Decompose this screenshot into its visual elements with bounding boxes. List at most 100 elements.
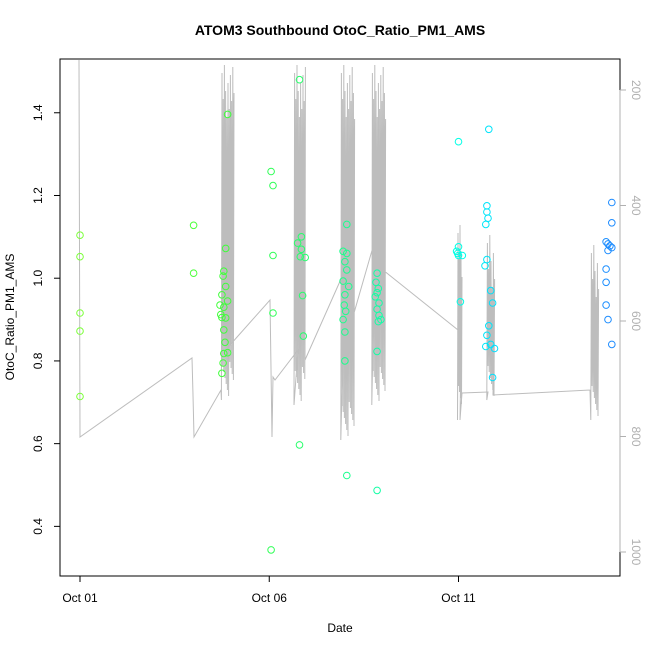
data-point	[293, 239, 302, 247]
data-point	[298, 291, 307, 300]
x-axis-label: Date	[327, 621, 353, 635]
data-point	[373, 486, 381, 495]
data-point	[485, 125, 493, 134]
data-point	[373, 288, 381, 297]
chart-title: ATOM3 Southbound OtoC_Ratio_PM1_AMS	[195, 22, 485, 38]
data-point	[301, 253, 310, 262]
data-point	[221, 244, 230, 253]
y-tick-label: 0.8	[31, 352, 45, 369]
data-point	[218, 313, 226, 322]
data-point	[373, 269, 381, 278]
data-point	[485, 322, 493, 330]
x-tick-label: Oct 06	[252, 591, 288, 605]
data-point	[216, 301, 224, 309]
data-point	[608, 219, 616, 227]
data-point	[481, 262, 489, 270]
data-point	[458, 251, 467, 260]
data-point	[374, 284, 383, 293]
altitude-line-layer	[78, 59, 600, 441]
data-point	[602, 265, 610, 273]
y2-tick-label: 800	[629, 426, 643, 446]
data-point	[374, 317, 383, 326]
data-point	[76, 231, 84, 239]
data-point	[295, 441, 304, 449]
data-point	[223, 297, 232, 305]
data-point	[223, 110, 232, 119]
data-point	[482, 342, 490, 351]
data-point	[220, 267, 228, 276]
y-tick-label: 0.4	[31, 518, 45, 535]
data-point	[76, 309, 84, 317]
data-point	[76, 327, 84, 335]
data-point	[488, 373, 497, 382]
data-point	[343, 471, 351, 480]
data-point	[454, 251, 463, 260]
data-point	[221, 282, 230, 291]
data-point	[341, 357, 349, 365]
data-point	[339, 315, 347, 324]
data-point	[220, 326, 228, 334]
data-point	[488, 299, 497, 307]
data-point	[189, 221, 198, 230]
data-point	[483, 208, 491, 216]
data-point	[223, 348, 232, 357]
data-point	[267, 546, 275, 554]
x-axis: Oct 01 Oct 06 Oct 11	[62, 575, 476, 605]
data-point	[269, 309, 277, 317]
data-point	[604, 315, 612, 324]
data-point	[189, 269, 198, 278]
y2-tick-label: 1000	[629, 539, 643, 566]
data-point	[486, 286, 495, 295]
data-point	[341, 291, 349, 299]
altitude-trace	[78, 59, 600, 441]
points-layer	[76, 75, 616, 554]
data-point	[339, 247, 347, 256]
y-tick-label: 1.4	[31, 104, 45, 121]
data-point	[339, 277, 347, 285]
data-point	[373, 347, 381, 356]
data-point	[606, 242, 614, 250]
data-point	[483, 202, 491, 210]
data-point	[490, 344, 499, 353]
data-point	[219, 359, 227, 367]
data-point	[483, 331, 491, 340]
data-point	[295, 75, 304, 84]
y2-tick-label: 400	[629, 195, 643, 215]
data-point	[602, 301, 610, 309]
data-point	[269, 181, 277, 190]
data-point	[371, 293, 380, 301]
data-point	[484, 214, 492, 222]
data-point	[602, 278, 610, 287]
data-point	[296, 252, 305, 261]
x-tick-label: Oct 11	[441, 591, 476, 605]
data-point	[608, 198, 616, 207]
y-tick-label: 1.2	[31, 187, 45, 204]
y-tick-label: 0.6	[31, 435, 45, 452]
data-point	[267, 167, 275, 176]
data-point	[482, 220, 490, 229]
data-point	[341, 307, 350, 316]
y2-tick-label: 200	[629, 80, 643, 100]
data-point	[486, 340, 495, 349]
data-point	[219, 272, 227, 280]
data-point	[297, 233, 306, 241]
y-tick-label: 1.0	[31, 270, 45, 287]
data-point	[297, 245, 306, 254]
data-point	[220, 349, 228, 358]
data-point	[76, 392, 84, 401]
data-point	[344, 282, 353, 291]
y-axis: 0.4 0.6 0.8 1.0 1.2 1.4	[31, 104, 61, 535]
data-point	[221, 338, 229, 347]
data-point	[602, 238, 610, 246]
data-point	[456, 298, 465, 306]
data-point	[299, 332, 308, 340]
data-point	[221, 314, 230, 322]
y2-tick-label: 600	[629, 311, 643, 331]
data-point	[343, 266, 351, 274]
data-point	[76, 252, 84, 261]
data-point	[220, 303, 228, 312]
data-point	[604, 246, 612, 255]
data-point	[218, 291, 226, 299]
x-tick-label: Oct 01	[62, 591, 98, 605]
